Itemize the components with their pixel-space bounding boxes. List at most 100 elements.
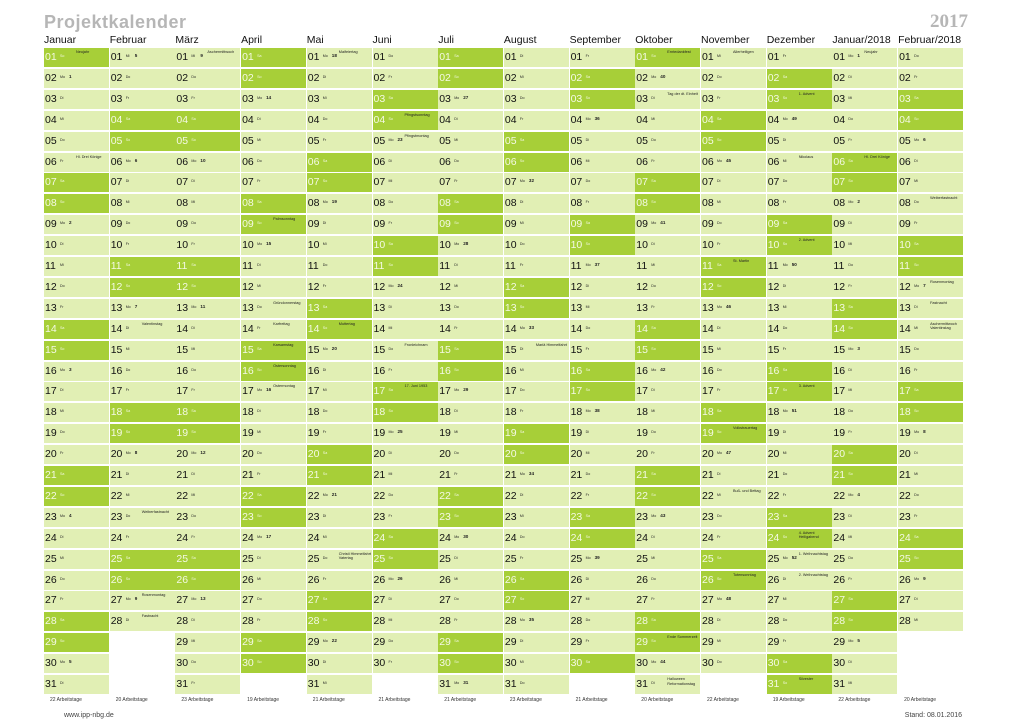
- day-cell[interactable]: 10 Di: [44, 236, 109, 257]
- day-cell[interactable]: 27 Do: [241, 591, 307, 612]
- day-cell[interactable]: 18 Mi: [635, 403, 701, 424]
- day-cell[interactable]: 24 Di: [44, 528, 109, 549]
- day-cell[interactable]: 17 Mi: [306, 382, 372, 403]
- day-cell[interactable]: 06 Do: [241, 152, 307, 173]
- day-cell[interactable]: 02 Do: [701, 68, 766, 89]
- day-cell[interactable]: 17 Di: [44, 382, 109, 403]
- day-cell[interactable]: 09 So: [438, 215, 504, 236]
- day-cell[interactable]: 23 Mi: [503, 507, 569, 528]
- day-cell[interactable]: 07 Fr: [241, 173, 307, 194]
- day-cell[interactable]: 07 Mi: [898, 173, 964, 194]
- day-cell[interactable]: 06 Di: [372, 152, 438, 173]
- day-cell[interactable]: 15 Mo 3: [832, 340, 898, 361]
- day-cell[interactable]: 21 Di: [701, 466, 766, 486]
- day-cell[interactable]: 17 So 3. Advent: [766, 382, 832, 403]
- day-cell[interactable]: 07 Do: [569, 173, 635, 194]
- day-cell[interactable]: 09 Fr: [898, 215, 964, 236]
- day-cell[interactable]: 19 Sa: [503, 424, 569, 445]
- day-cell[interactable]: 20 Do: [438, 445, 504, 466]
- day-cell[interactable]: 20 Di: [898, 445, 964, 466]
- day-cell[interactable]: 12 Do: [635, 277, 701, 298]
- day-cell[interactable]: 02 Di: [306, 68, 372, 89]
- day-cell[interactable]: 06 Mo 10: [175, 152, 241, 173]
- day-cell[interactable]: 11 Mo 50: [766, 257, 832, 277]
- day-cell[interactable]: 17 Mi: [832, 382, 898, 403]
- day-cell[interactable]: 20 Mo 12: [175, 445, 241, 466]
- day-cell[interactable]: 29 Mo 22: [306, 633, 372, 654]
- day-cell[interactable]: 17 So: [569, 382, 635, 403]
- day-cell[interactable]: 15 Mi: [175, 340, 241, 361]
- day-cell[interactable]: 05 Fr: [832, 131, 898, 152]
- day-cell[interactable]: 07 Do: [766, 173, 832, 194]
- day-cell[interactable]: 03 Fr: [701, 89, 766, 110]
- day-cell[interactable]: 05 Mi: [241, 131, 307, 152]
- day-cell[interactable]: 12 Sa: [503, 277, 569, 298]
- day-cell[interactable]: 17 Fr: [701, 382, 766, 403]
- day-cell[interactable]: 14 Do: [766, 319, 832, 340]
- day-cell[interactable]: 20 Mi: [569, 445, 635, 466]
- day-cell[interactable]: 04 Di: [241, 110, 307, 131]
- day-cell[interactable]: 24 Mi: [832, 528, 898, 549]
- day-cell[interactable]: 19 Di: [569, 424, 635, 445]
- day-cell[interactable]: 07 So: [306, 173, 372, 194]
- day-cell[interactable]: 19 Mi: [438, 424, 504, 445]
- day-cell[interactable]: 19 Fr: [306, 424, 372, 445]
- day-cell[interactable]: 15 Fr: [569, 340, 635, 361]
- day-cell[interactable]: 27 Mo 9 Rosenmontag: [109, 591, 175, 612]
- day-cell[interactable]: 05 So: [701, 131, 766, 152]
- day-cell[interactable]: 30 Do: [175, 654, 241, 675]
- day-cell[interactable]: 19 Di: [766, 424, 832, 445]
- day-cell[interactable]: 21 Mi: [372, 466, 438, 486]
- day-cell[interactable]: 15 Sa: [438, 340, 504, 361]
- day-cell[interactable]: 24 Mo 30: [438, 528, 504, 549]
- day-cell[interactable]: 16 Sa: [569, 361, 635, 382]
- day-cell[interactable]: 22 Sa: [241, 486, 307, 507]
- day-cell[interactable]: 25 Do: [832, 549, 898, 570]
- day-cell[interactable]: 27 Mo 48: [701, 591, 766, 612]
- day-cell[interactable]: 31 Do: [503, 675, 569, 695]
- day-cell[interactable]: 12 Fr: [832, 277, 898, 298]
- day-cell[interactable]: 05 Di: [569, 131, 635, 152]
- day-cell[interactable]: 22 Mi: [175, 486, 241, 507]
- day-cell[interactable]: 02 Mo 1: [44, 68, 109, 89]
- day-cell[interactable]: 29 Do: [372, 633, 438, 654]
- day-cell[interactable]: 26 Mi: [438, 570, 504, 591]
- day-cell[interactable]: 20 Sa: [832, 445, 898, 466]
- day-cell[interactable]: 26 Mi: [241, 570, 307, 591]
- day-cell[interactable]: 05 Di: [766, 131, 832, 152]
- day-cell[interactable]: 10 Mi: [306, 236, 372, 257]
- day-cell[interactable]: 01 Do: [898, 48, 964, 68]
- day-cell[interactable]: 20 Mo 8: [109, 445, 175, 466]
- day-cell[interactable]: 21 So: [832, 466, 898, 486]
- day-cell[interactable]: 13 Di: [372, 298, 438, 319]
- day-cell[interactable]: 05 So: [109, 131, 175, 152]
- day-cell[interactable]: 13 Do: [438, 298, 504, 319]
- day-cell[interactable]: 25 Sa: [109, 549, 175, 570]
- day-cell[interactable]: 03 Mo 27: [438, 89, 504, 110]
- day-cell[interactable]: 30 Fr: [372, 654, 438, 675]
- day-cell[interactable]: 09 Mi: [503, 215, 569, 236]
- day-cell[interactable]: 14 Fr Karfreitag: [241, 319, 307, 340]
- day-cell[interactable]: 21 Do: [569, 466, 635, 486]
- day-cell[interactable]: 28 Di: [701, 612, 766, 633]
- day-cell[interactable]: 25 Di: [438, 549, 504, 570]
- day-cell[interactable]: 12 So: [175, 277, 241, 298]
- day-cell[interactable]: 15 Do Fronleichnam: [372, 340, 438, 361]
- day-cell[interactable]: 04 Sa: [175, 110, 241, 131]
- day-cell[interactable]: 22 Mi Buß- und Bettag: [701, 486, 766, 507]
- day-cell[interactable]: 09 Di: [306, 215, 372, 236]
- day-cell[interactable]: 22 So: [44, 486, 109, 507]
- day-cell[interactable]: 25 Di: [241, 549, 307, 570]
- day-cell[interactable]: 01 Mo 1 Neujahr: [832, 48, 898, 68]
- day-cell[interactable]: 08 Mo 2: [832, 194, 898, 215]
- day-cell[interactable]: 16 Di: [306, 361, 372, 382]
- day-cell[interactable]: 02 Mi: [503, 68, 569, 89]
- day-cell[interactable]: 04 Sa: [701, 110, 766, 131]
- day-cell[interactable]: 31 So Silvester: [766, 675, 832, 695]
- day-cell[interactable]: 23 Mo 43: [635, 507, 701, 528]
- day-cell[interactable]: 21 Mo 34: [503, 466, 569, 486]
- day-cell[interactable]: 04 So Pfingstsonntag: [372, 110, 438, 131]
- day-cell[interactable]: 22 Di: [503, 486, 569, 507]
- day-cell[interactable]: 02 Fr: [372, 68, 438, 89]
- day-cell[interactable]: 30 Mo 5: [44, 654, 109, 675]
